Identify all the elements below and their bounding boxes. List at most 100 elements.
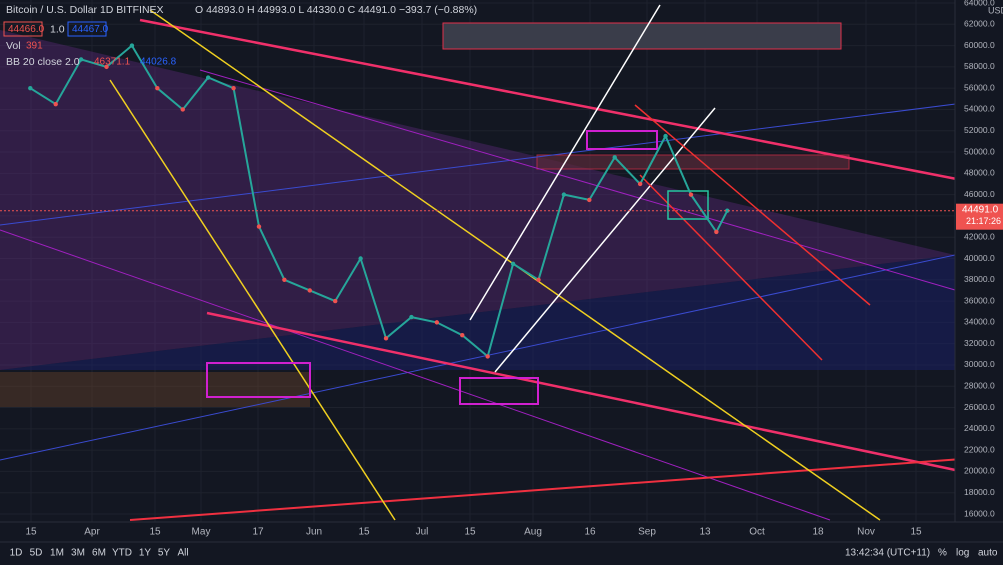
bb-label: BB 20 close 2.0 <box>6 56 80 68</box>
price-tick-label: 42000.0 <box>964 231 995 241</box>
time-tick-label: Aug <box>524 527 542 538</box>
time-tick-label: 15 <box>25 527 37 538</box>
price-point <box>282 277 287 282</box>
vol-value: 391 <box>26 41 43 52</box>
price-point <box>409 314 414 320</box>
box <box>667 190 709 220</box>
price-tick-label: 32000.0 <box>964 338 995 348</box>
price-tick-label: 16000.0 <box>964 508 995 518</box>
range-toolbar: 1D 5D 1M 3M 6M YTD 1Y 5Y All <box>10 548 189 559</box>
price-point <box>180 107 185 112</box>
time-tick-label: 15 <box>358 527 370 538</box>
time-tick-label: Sep <box>638 527 656 538</box>
price-tick-label: 48000.0 <box>964 168 995 178</box>
percent-toggle[interactable]: % <box>938 548 947 559</box>
range-button[interactable]: All <box>177 548 188 559</box>
range-button[interactable]: 1M <box>50 548 64 559</box>
range-button[interactable]: 5D <box>30 548 43 559</box>
range-button[interactable]: 6M <box>92 548 106 559</box>
pink-line <box>206 311 1003 482</box>
quantity: 1.0 <box>50 23 65 35</box>
price-tick-label: 60000.0 <box>964 40 995 50</box>
price-point <box>612 155 617 160</box>
price-axis <box>955 0 1003 522</box>
time-tick-label: 16 <box>584 527 596 538</box>
price-point <box>205 75 211 80</box>
price-point <box>358 256 363 261</box>
price-tick-label: 26000.0 <box>964 402 995 412</box>
white-line <box>469 4 661 321</box>
price-point <box>536 277 541 282</box>
buy-button[interactable] <box>67 21 107 37</box>
price-tick-label: 50000.0 <box>964 146 995 156</box>
box <box>459 377 539 405</box>
sell-button[interactable] <box>3 21 43 37</box>
time-tick-label: Jun <box>306 527 322 538</box>
price-tick-label: 54000.0 <box>964 104 995 114</box>
price-plot <box>28 43 730 359</box>
price-point <box>53 101 58 107</box>
log-toggle[interactable]: log <box>956 548 969 559</box>
pink-line <box>139 18 1003 190</box>
channel-fill <box>0 255 955 370</box>
time-tick-label: Oct <box>749 527 765 538</box>
price-tick-label: 20000.0 <box>964 466 995 476</box>
support-zone <box>0 372 310 407</box>
symbol: Bitcoin / U.S. Dollar 1D BITFINEX <box>6 4 164 16</box>
price-point <box>637 181 643 187</box>
range-button[interactable]: 3M <box>71 548 85 559</box>
time-tick-label: May <box>192 527 211 538</box>
price-point <box>561 192 567 197</box>
price-point <box>485 354 490 359</box>
time-tick-label: Nov <box>857 527 875 538</box>
time-tick-label: Jul <box>416 527 429 538</box>
purple-line <box>0 229 831 521</box>
red-channel <box>634 104 871 306</box>
price-badge <box>956 203 1003 230</box>
price-tick-label: 52000.0 <box>964 125 995 135</box>
range-button[interactable]: 1Y <box>139 548 152 559</box>
price-point <box>231 85 236 91</box>
price-tick-label: 18000.0 <box>964 487 995 497</box>
price-tick-label: 22000.0 <box>964 444 995 454</box>
price-point <box>714 229 719 235</box>
vol-label: Vol <box>6 40 21 52</box>
yellow-line <box>109 79 396 521</box>
resistance-band <box>536 154 850 170</box>
blue-line <box>0 254 956 461</box>
price-point <box>434 320 440 325</box>
time-tick-label: 15 <box>149 527 161 538</box>
range-button[interactable]: YTD <box>112 548 132 559</box>
price-point <box>78 57 84 62</box>
price-tick-label: 64000.0 <box>964 0 995 7</box>
bb-lower: 44026.8 <box>140 57 177 68</box>
red-line <box>129 455 1003 521</box>
time-tick-label: 15 <box>464 527 476 538</box>
blue-line <box>0 97 1003 226</box>
price-point <box>104 64 109 70</box>
price-point <box>725 208 730 213</box>
price-tick-label: 62000.0 <box>964 19 995 29</box>
price-tick-label: 36000.0 <box>964 295 995 305</box>
sell-price[interactable]: 44466.0 <box>8 24 45 35</box>
time-axis: 15 Apr 15 May 17 Jun 15 Jul 15 Aug 16 Sep 13 Oct 18 Nov… <box>25 527 922 538</box>
range-button[interactable]: 5Y <box>158 548 171 559</box>
price-point <box>587 197 592 203</box>
price-point <box>663 133 668 139</box>
price-tick-label: 30000.0 <box>964 359 995 369</box>
time-tick-label: 17 <box>252 527 264 538</box>
current-price: 44491.0 <box>962 204 999 215</box>
time-tick-label: Apr <box>84 527 100 538</box>
price-tick-label: 24000.0 <box>964 423 995 433</box>
price-point <box>510 261 516 267</box>
auto-toggle[interactable]: auto <box>978 548 998 559</box>
red-channel <box>639 174 823 361</box>
price-point <box>129 43 135 48</box>
box <box>206 362 311 398</box>
price-point <box>383 336 389 341</box>
price-tick-label: 40000.0 <box>964 253 995 263</box>
price-point <box>333 298 338 304</box>
buy-price[interactable]: 44467.0 <box>72 24 109 35</box>
range-button[interactable]: 1D <box>10 548 23 559</box>
